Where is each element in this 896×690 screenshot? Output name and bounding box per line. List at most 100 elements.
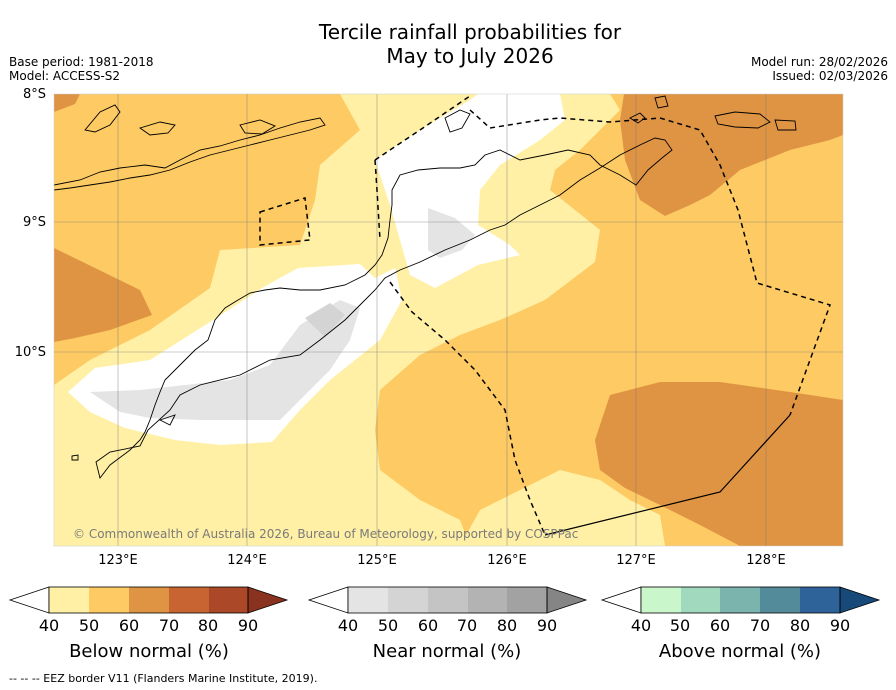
cb-near-tick: 70	[456, 616, 478, 635]
eez-border	[259, 95, 831, 536]
island-outline-5	[774, 119, 797, 131]
colorbar-above-cell	[641, 587, 681, 613]
map-title: Tercile rainfall probabilities for May t…	[0, 20, 896, 68]
cb-near-tick: 90	[536, 616, 558, 635]
below-60-west	[54, 248, 152, 342]
cb-above-tick: 80	[789, 616, 811, 635]
flores-coastline	[54, 117, 326, 191]
island-outline-8	[71, 454, 79, 461]
island-outline-1	[84, 104, 121, 133]
colorbar-below-low-arrow	[8, 586, 50, 614]
wetar-coastline	[714, 111, 771, 129]
cb-above-tick: 90	[829, 616, 851, 635]
copyright-notice: © Commonwealth of Australia 2026, Bureau…	[73, 527, 579, 541]
cb-above-tick: 70	[749, 616, 771, 635]
model-run-text: Model run: 28/02/2026	[750, 55, 888, 69]
colorbar-near-cell	[507, 587, 547, 613]
cb-above-tick: 40	[630, 616, 652, 635]
colorbar-above-cell	[681, 587, 720, 613]
island-outline-7	[158, 414, 176, 426]
island-outline-3	[239, 119, 276, 135]
probability-fields	[54, 94, 843, 546]
colorbar-below	[8, 586, 289, 614]
colorbar-near-cell	[428, 587, 468, 613]
atauro-coastline	[444, 109, 471, 133]
eez-border-north-segment-a	[374, 95, 471, 161]
colorbar-below-cell	[129, 587, 169, 613]
base-period-text: Base period: 1981-2018	[9, 55, 154, 69]
cb-above-tick: 60	[709, 616, 731, 635]
below-40-southeast-tail	[460, 470, 665, 546]
title-line-1: Tercile rainfall probabilities for	[318, 20, 622, 44]
cb-below-tick: 90	[237, 616, 259, 635]
cb-near-tick: 60	[417, 616, 439, 635]
colorbar-above-cell	[760, 587, 800, 613]
cb-below-tick: 60	[118, 616, 140, 635]
colorbar-near-cell	[348, 587, 388, 613]
colorbar-near	[307, 586, 588, 614]
colorbar-above-outline	[640, 586, 841, 614]
lon-label-124e: 124°E	[227, 553, 267, 568]
colorbar-below-high-arrow	[247, 586, 289, 614]
cb-below-tick: 40	[38, 616, 60, 635]
colorbar-above-low-arrow	[600, 586, 642, 614]
graticule	[54, 94, 843, 546]
near-40-north	[428, 208, 475, 258]
colorbar-above-cell	[720, 587, 760, 613]
eez-legend-footer: -- -- -- EEZ border V11 (Flanders Marine…	[9, 672, 318, 685]
timor-coastline	[95, 137, 673, 480]
colorbar-above-cell	[800, 587, 840, 613]
colorbar-above-label: Above normal (%)	[658, 641, 822, 662]
lat-label-8s: 8°S	[22, 87, 46, 102]
issued-text: Issued: 02/03/2026	[772, 69, 888, 83]
lat-label-9s: 9°S	[22, 215, 46, 230]
colorbar-below-cell	[49, 587, 89, 613]
island-outline-4	[654, 95, 669, 109]
below-60-southeast	[595, 382, 843, 546]
lat-label-10s: 10°S	[14, 345, 46, 360]
colorbar-near-cell	[388, 587, 428, 613]
colorbar-below-label: Below normal (%)	[69, 641, 229, 662]
eez-border-solid-segment	[544, 414, 791, 536]
near-40-southwest	[90, 300, 360, 420]
meta-left: Base period: 1981-2018 Model: ACCESS-S2	[9, 55, 154, 83]
cb-below-tick: 70	[158, 616, 180, 635]
colorbar-near-label: Near normal (%)	[372, 641, 522, 662]
map-frame	[53, 93, 844, 547]
lon-label-127e: 127°E	[616, 553, 656, 568]
near-50-southwest-core	[305, 303, 345, 337]
colorbar-above	[600, 586, 881, 614]
eez-border-south-segment	[389, 281, 546, 536]
colorbar-near-high-arrow	[546, 586, 588, 614]
cb-near-tick: 50	[377, 616, 399, 635]
cb-above-tick: 50	[669, 616, 691, 635]
lon-label-125e: 125°E	[357, 553, 397, 568]
island-outline-2	[138, 121, 176, 136]
colorbar-near-cell	[468, 587, 507, 613]
lon-label-123e: 123°E	[98, 553, 138, 568]
colorbar-near-outline	[347, 586, 548, 614]
colorbar-below-cell	[169, 587, 209, 613]
below-60-nw	[54, 94, 80, 112]
cb-below-tick: 50	[78, 616, 100, 635]
colorbar-below-cell	[209, 587, 248, 613]
eez-border-east-segment	[469, 109, 831, 416]
lon-label-126e: 126°E	[487, 553, 527, 568]
meta-right: Model run: 28/02/2026 Issued: 02/03/2026	[751, 55, 888, 83]
title-line-2: May to July 2026	[386, 44, 554, 68]
eez-border-west-segment	[259, 197, 311, 246]
model-text: Model: ACCESS-S2	[9, 69, 121, 83]
eez-border-north-segment-b	[374, 159, 381, 241]
lon-label-128e: 128°E	[746, 553, 786, 568]
island-outline-6	[629, 112, 646, 124]
cb-near-tick: 40	[337, 616, 359, 635]
coastlines	[54, 95, 797, 480]
cb-near-tick: 80	[496, 616, 518, 635]
colorbar-below-outline	[48, 586, 249, 614]
colorbar-near-low-arrow	[307, 586, 349, 614]
colorbar-above-high-arrow	[839, 586, 881, 614]
no-dominant-north	[375, 94, 565, 288]
cb-below-tick: 80	[197, 616, 219, 635]
below-60-northeast	[620, 94, 843, 216]
